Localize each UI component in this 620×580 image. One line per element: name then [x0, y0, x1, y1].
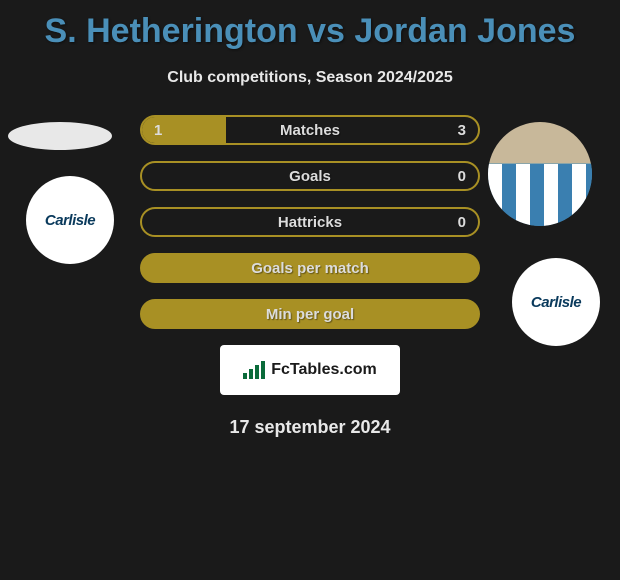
- subtitle: Club competitions, Season 2024/2025: [0, 69, 620, 87]
- branding-badge[interactable]: FcTables.com: [220, 345, 400, 395]
- bar-chart-icon: [243, 361, 265, 379]
- date-label: 17 september 2024: [0, 417, 620, 438]
- stat-row-hattricks: Hattricks 0: [140, 207, 480, 237]
- branding-text: FcTables.com: [271, 361, 377, 379]
- stat-row-goals-per-match: Goals per match: [140, 253, 480, 283]
- stat-label: Hattricks: [278, 214, 342, 231]
- stat-label: Goals per match: [251, 260, 369, 277]
- stat-label: Min per goal: [266, 306, 354, 323]
- stat-row-matches: 1 Matches 3: [140, 115, 480, 145]
- stats-container: 1 Matches 3 Goals 0 Hattricks 0 Goals pe…: [0, 115, 620, 329]
- stat-row-goals: Goals 0: [140, 161, 480, 191]
- stat-right-value: 0: [458, 214, 466, 231]
- stat-left-value: 1: [154, 122, 162, 139]
- stat-row-min-per-goal: Min per goal: [140, 299, 480, 329]
- stat-label: Goals: [289, 168, 331, 185]
- stat-right-value: 3: [458, 122, 466, 139]
- stat-right-value: 0: [458, 168, 466, 185]
- page-title: S. Hetherington vs Jordan Jones: [0, 0, 620, 51]
- stat-label: Matches: [280, 122, 340, 139]
